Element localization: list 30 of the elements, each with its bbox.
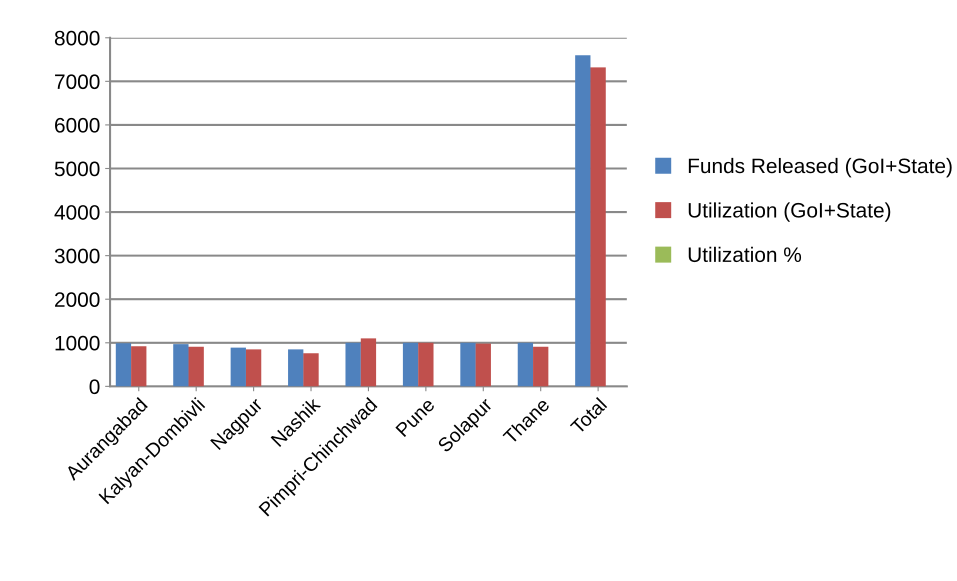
y-tick-label: 3000 [54,248,100,264]
legend-label: Funds Released (GoI+State) [688,158,952,178]
y-tick-label: 0 [90,379,100,394]
bar [476,344,491,386]
y-tick-label: 4000 [54,205,100,220]
y-tick-label: 2000 [55,292,100,307]
y-tick-label: 8000 [54,30,100,46]
legend-label: Utilization % [688,246,802,262]
bar [575,55,590,386]
bar [518,342,534,386]
y-tick-label: 1000 [56,336,100,351]
bar [131,346,146,386]
y-tick-label: 5000 [54,161,100,176]
bar [418,342,434,386]
legend-label: Utilization (GoI+State) [688,202,890,222]
bar [173,344,189,386]
bar [303,353,319,386]
bar [360,338,376,386]
bar [230,348,246,386]
bar [246,349,262,386]
y-tick-label: 7000 [55,74,100,90]
bar [402,342,418,386]
bar [345,342,361,386]
bar [116,343,132,386]
bar [188,346,204,386]
bar [460,342,476,386]
bar [590,67,606,386]
y-tick-label: 6000 [55,118,100,133]
bar [288,349,304,386]
bar [533,346,548,386]
